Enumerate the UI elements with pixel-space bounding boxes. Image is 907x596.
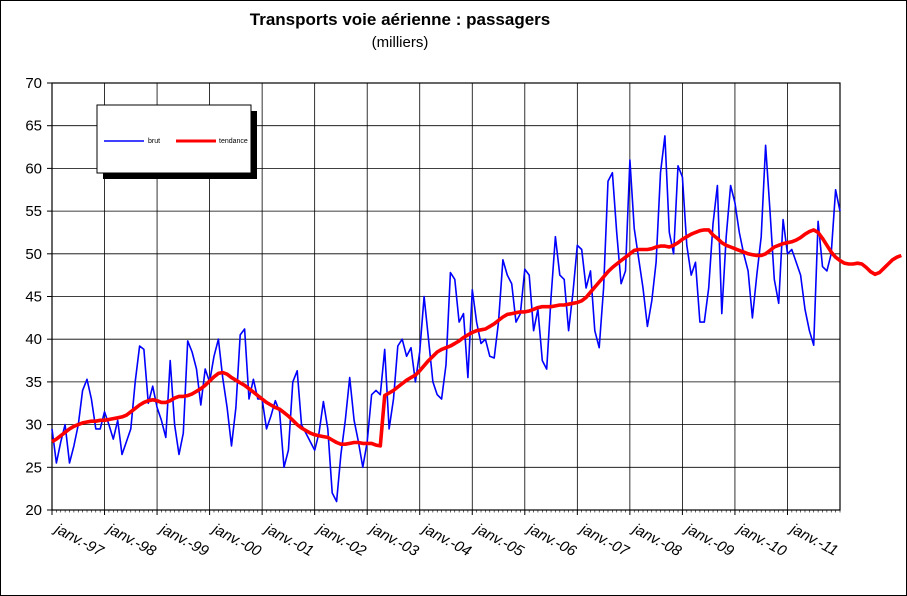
y-tick-label: 35 <box>25 374 42 391</box>
x-tick-label: janv.-08 <box>628 520 684 561</box>
chart-subtitle: (milliers) <box>371 34 429 51</box>
x-tick-label: janv.-11 <box>786 520 841 560</box>
series-line-brut <box>51 135 841 503</box>
x-tick-label: janv.-02 <box>313 520 369 561</box>
series-group <box>51 135 902 503</box>
y-tick-label: 20 <box>25 502 42 519</box>
x-tick-label: janv.-05 <box>471 520 527 561</box>
x-tick-label: janv.-01 <box>260 520 316 560</box>
chart-title: Transports voie aérienne : passagers <box>249 10 551 29</box>
x-tick-label: janv.-10 <box>733 520 789 561</box>
y-tick-label: 60 <box>25 160 42 177</box>
legend-box <box>96 104 252 174</box>
y-axis: 20 25 30 35 40 45 50 55 60 65 70 <box>25 75 52 519</box>
x-tick-label: janv.-03 <box>366 520 422 561</box>
x-tick-label: janv.-09 <box>681 520 737 561</box>
x-tick-label: janv.-99 <box>155 520 211 561</box>
y-tick-label: 65 <box>25 118 42 135</box>
x-tick-label: janv.-06 <box>523 520 579 561</box>
y-tick-label: 55 <box>25 203 42 220</box>
series-line-tendance <box>51 228 902 448</box>
x-tick-label: janv.-07 <box>576 520 632 561</box>
x-tick-label: janv.-00 <box>208 520 264 561</box>
legend: brut tendance <box>96 104 257 179</box>
x-tick-label: janv.-98 <box>103 520 159 561</box>
legend-label-tendance: tendance <box>219 138 248 145</box>
y-tick-label: 30 <box>25 417 42 434</box>
y-tick-label: 40 <box>25 331 42 348</box>
y-tick-label: 70 <box>25 75 42 92</box>
y-tick-label: 45 <box>25 289 42 306</box>
y-tick-label: 50 <box>25 246 42 263</box>
y-tick-label: 25 <box>25 459 42 476</box>
x-tick-label: janv.-04 <box>418 520 474 560</box>
legend-label-brut: brut <box>148 138 160 145</box>
x-axis: janv.-97janv.-98janv.-99janv.-00janv.-01… <box>50 510 841 561</box>
x-tick-label: janv.-97 <box>50 520 106 561</box>
